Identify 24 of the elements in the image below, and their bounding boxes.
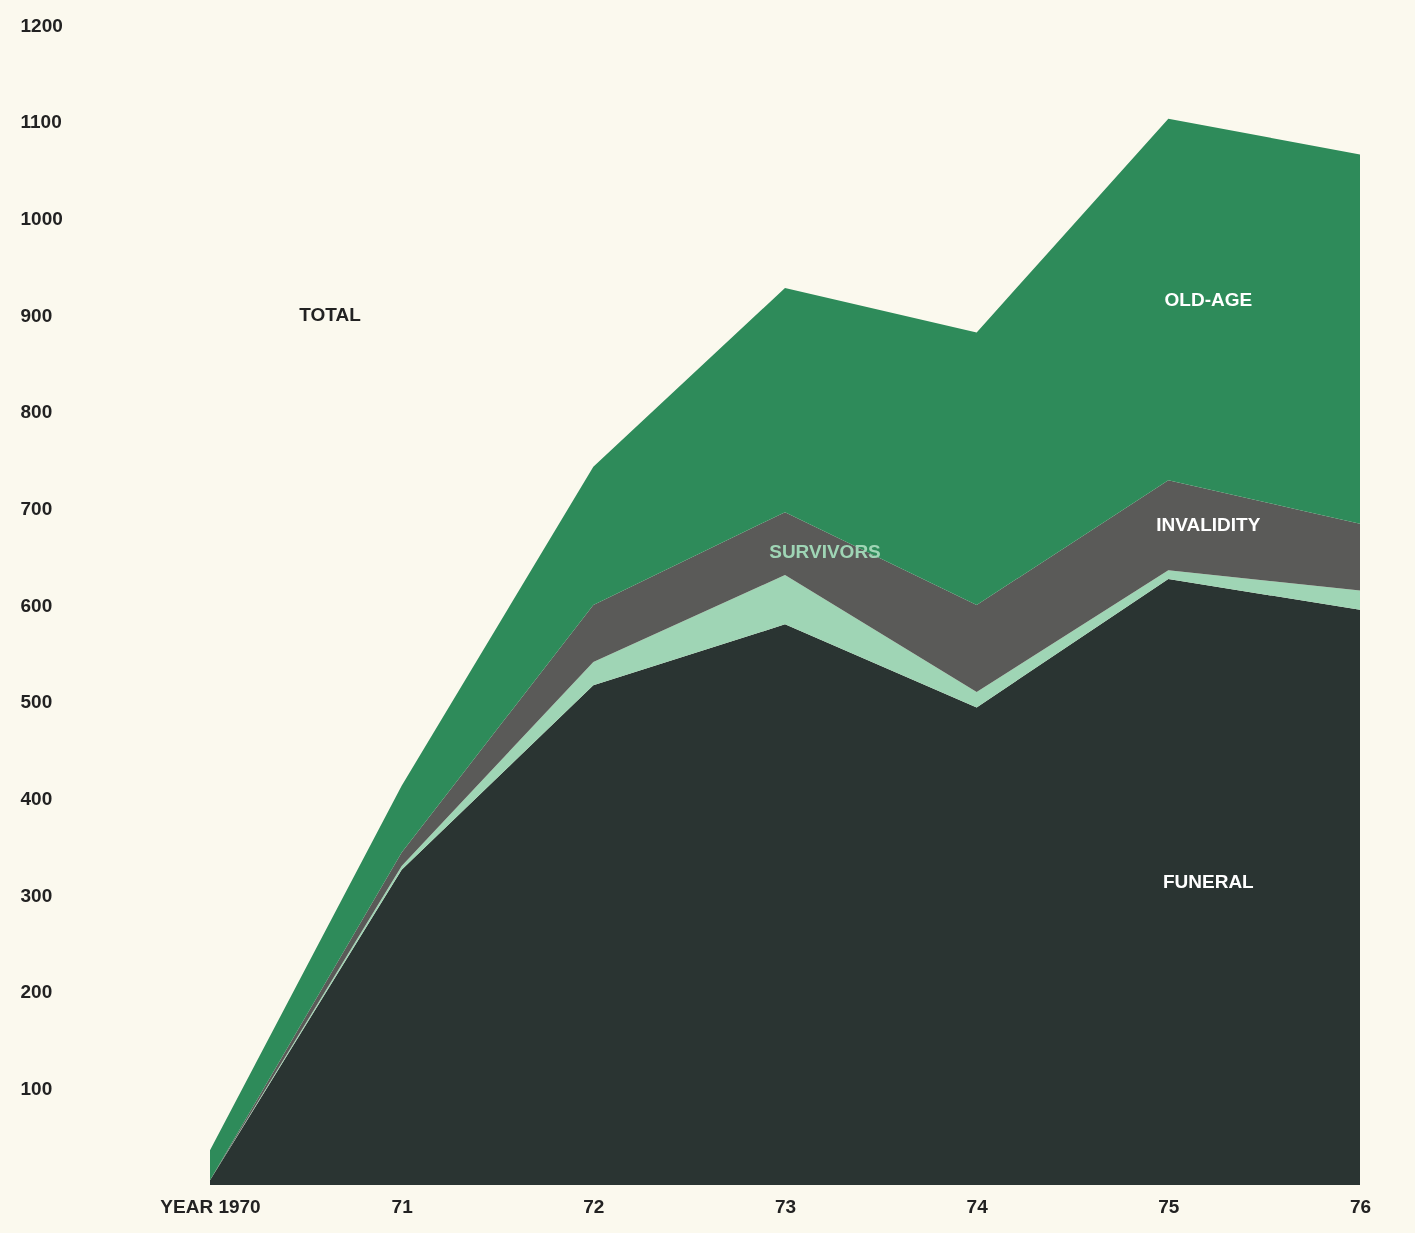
x-tick-label: 74 [966, 1195, 989, 1217]
x-tick-label: 75 [1158, 1195, 1180, 1217]
y-tick-label: 100 [20, 1077, 53, 1099]
y-tick-label: 700 [20, 497, 53, 519]
y-tick-label: 600 [20, 594, 53, 616]
y-tick-label: 500 [20, 691, 53, 713]
annotation: TOTAL [299, 304, 362, 325]
y-tick-label: 800 [20, 401, 53, 423]
x-tick-label: 72 [583, 1195, 605, 1217]
series-label: FUNERAL [1162, 870, 1255, 892]
x-tick-label: 76 [1349, 1195, 1372, 1217]
x-tick-label: 73 [774, 1195, 797, 1217]
y-tick-label: 1100 [20, 111, 62, 133]
y-tick-label: 300 [20, 884, 53, 906]
x-tick-label: YEAR 1970 [160, 1195, 261, 1217]
series-label: OLD-AGE [1164, 288, 1253, 310]
y-tick-label: 200 [20, 981, 53, 1003]
y-tick-label: 1200 [20, 14, 63, 36]
x-tick-label: 71 [391, 1195, 414, 1217]
series-label: SURVIVORS [769, 540, 881, 562]
y-tick-label: 400 [20, 787, 53, 809]
y-tick-label: 900 [20, 304, 53, 326]
y-tick-label: 1000 [20, 207, 63, 229]
series-label: INVALIDITY [1156, 514, 1261, 536]
